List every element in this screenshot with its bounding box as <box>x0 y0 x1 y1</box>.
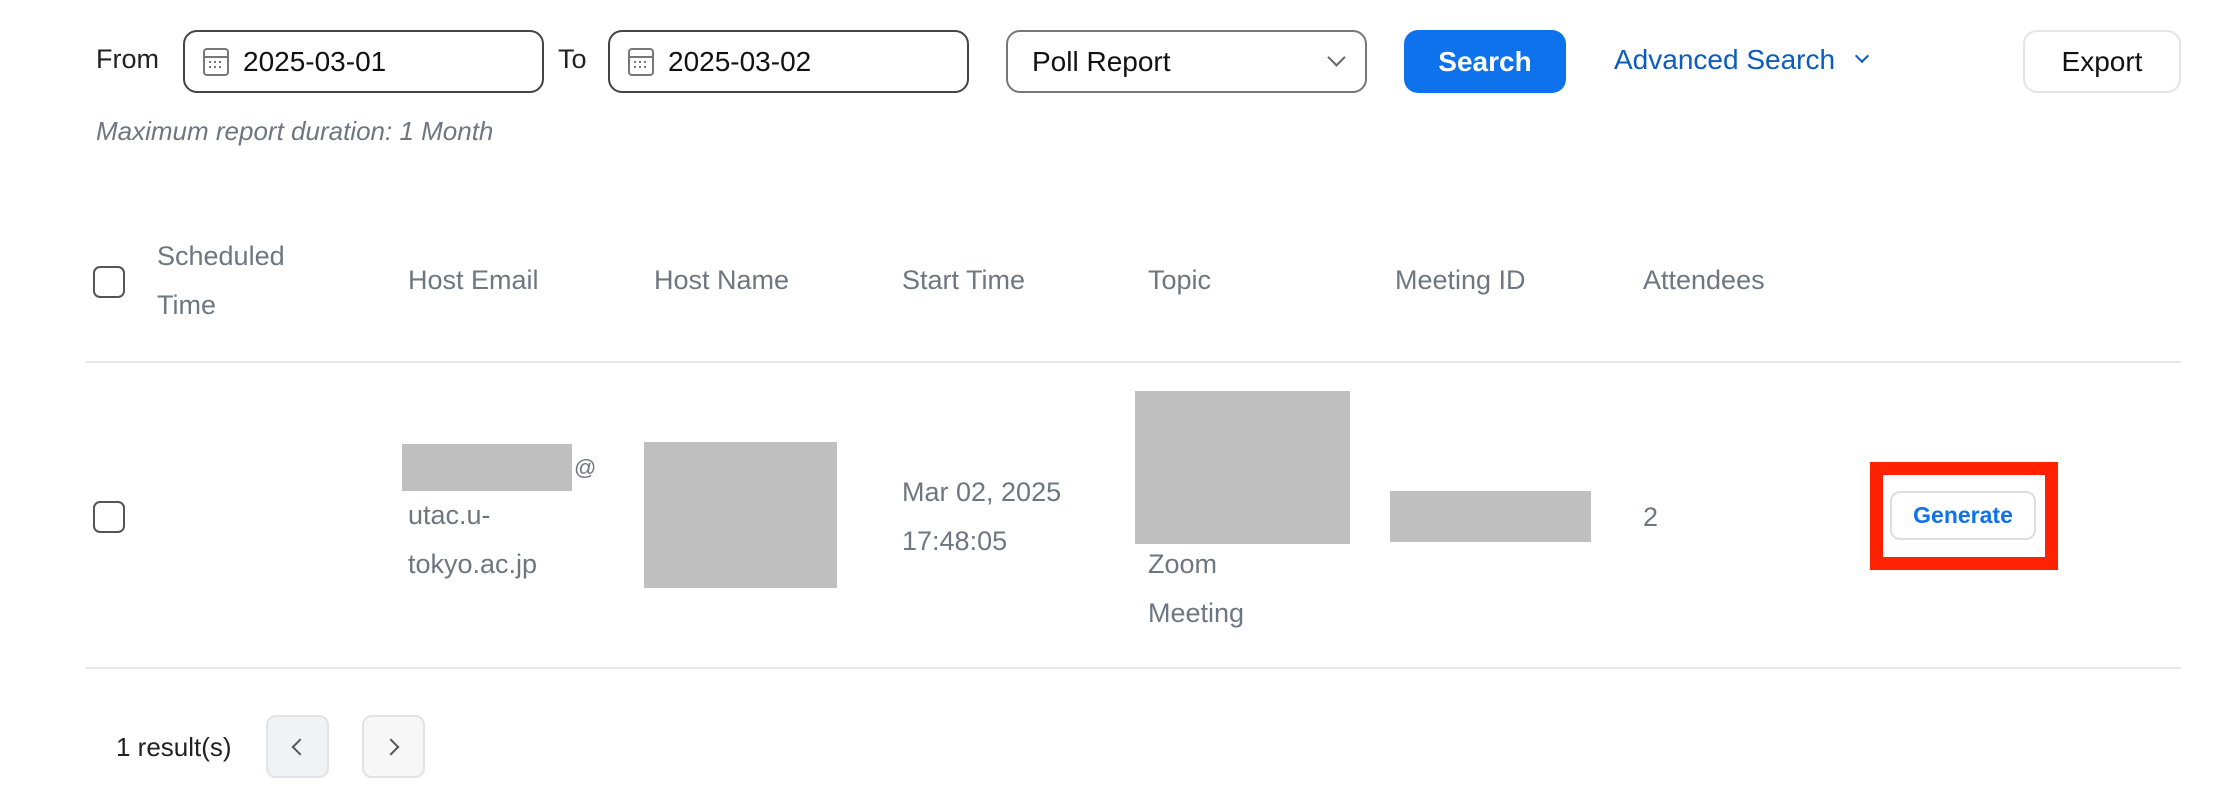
header-start-time: Start Time <box>902 265 1026 295</box>
advanced-search-label: Advanced Search <box>1614 44 1836 75</box>
next-page-button[interactable] <box>362 715 425 778</box>
redacted-meeting-id <box>1390 491 1591 542</box>
chevron-left-icon <box>291 738 309 755</box>
result-count: 1 result(s) <box>116 732 232 762</box>
topic-line-1: Zoom <box>1148 549 1218 579</box>
header-scheduled-time: Scheduled Time <box>157 241 285 320</box>
from-label: From <box>96 44 159 74</box>
chevron-down-icon <box>1327 48 1346 67</box>
from-date-input[interactable]: 2025-03-01 <box>183 30 544 93</box>
email-domain-2: tokyo.ac.jp <box>408 549 538 579</box>
start-clock: 17:48:05 <box>902 526 1008 556</box>
chevron-down-icon <box>1854 48 1870 64</box>
email-domain-1: utac.u- <box>408 500 491 530</box>
highlight-box <box>1870 462 2058 570</box>
report-type-value: Poll Report <box>1032 45 1171 77</box>
header-host-name: Host Name <box>654 265 790 295</box>
chevron-right-icon <box>382 738 400 755</box>
report-type-select[interactable]: Poll Report <box>1006 30 1367 93</box>
export-button[interactable]: Export <box>2023 30 2181 93</box>
divider <box>86 361 2181 363</box>
header-topic: Topic <box>1148 265 1212 295</box>
to-date-input[interactable]: 2025-03-02 <box>608 30 969 93</box>
header-meeting-id: Meeting ID <box>1395 265 1526 295</box>
row-checkbox[interactable] <box>93 501 125 533</box>
search-button[interactable]: Search <box>1404 30 1566 93</box>
from-date-value: 2025-03-01 <box>243 45 387 77</box>
start-date: Mar 02, 2025 <box>902 477 1062 507</box>
topic-line-2: Meeting <box>1148 598 1245 628</box>
select-all-checkbox[interactable] <box>93 266 125 298</box>
generate-button[interactable]: Generate <box>1890 491 2036 540</box>
advanced-search-toggle[interactable]: Advanced Search <box>1614 44 1870 76</box>
duration-hint: Maximum report duration: 1 Month <box>96 116 494 146</box>
redacted-topic <box>1135 391 1350 544</box>
header-host-email: Host Email <box>408 265 539 295</box>
divider <box>86 667 2181 669</box>
redacted-host-name <box>644 442 837 588</box>
calendar-icon <box>203 47 229 76</box>
header-attendees: Attendees <box>1643 265 1765 295</box>
calendar-icon <box>628 47 654 76</box>
prev-page-button[interactable] <box>266 715 329 778</box>
to-date-value: 2025-03-02 <box>668 45 812 77</box>
to-label: To <box>558 44 587 74</box>
attendees-count: 2 <box>1643 502 1659 532</box>
redacted-email <box>402 444 572 491</box>
email-at: @ <box>574 455 597 480</box>
